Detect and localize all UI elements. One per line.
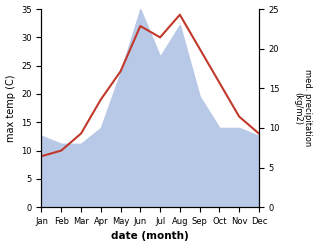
Y-axis label: max temp (C): max temp (C) <box>5 74 16 142</box>
Y-axis label: med. precipitation
(kg/m2): med. precipitation (kg/m2) <box>293 69 313 147</box>
X-axis label: date (month): date (month) <box>111 231 189 242</box>
